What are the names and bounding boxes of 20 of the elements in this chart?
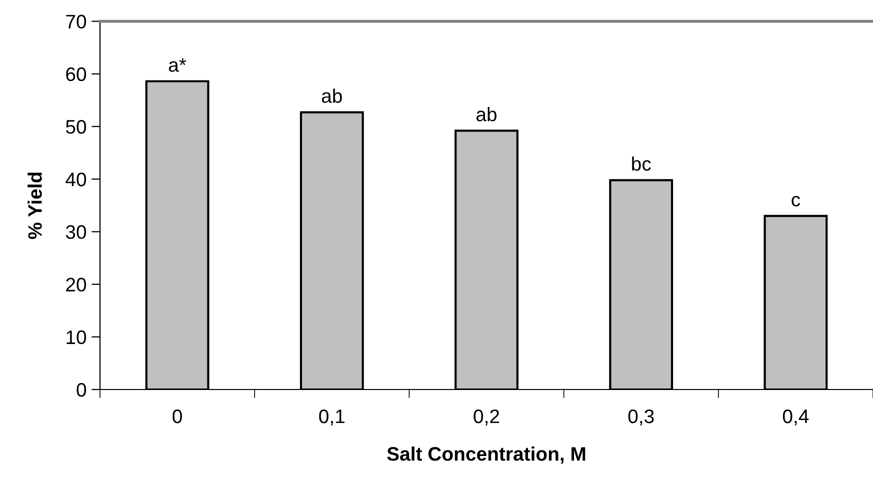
y-tick-label: 60 xyxy=(66,67,86,82)
y-tick-label: 0 xyxy=(76,382,86,397)
x-tick-label: 0,3 xyxy=(628,409,654,426)
y-tick-label: 30 xyxy=(66,225,86,239)
x-tick-label: 0,4 xyxy=(782,409,809,426)
annotation: a* xyxy=(168,58,186,72)
y-tick-label: 40 xyxy=(66,172,86,186)
annotation: ab xyxy=(322,88,342,103)
y-tick-label: 10 xyxy=(66,330,86,344)
annotation: c xyxy=(792,196,800,207)
annotation: ab xyxy=(476,107,496,122)
y-axis-title: % Yield xyxy=(28,172,42,239)
y-tick-label: 70 xyxy=(66,14,86,29)
x-tick-label: 0,1 xyxy=(319,409,344,426)
y-tick-label: 50 xyxy=(66,120,86,134)
y-tick-label: 20 xyxy=(66,278,86,292)
x-tick-label: 0 xyxy=(172,409,182,424)
annotation: bc xyxy=(632,156,651,171)
x-axis-title: Salt Concentration, M xyxy=(387,446,586,464)
x-tick-label: 0,2 xyxy=(474,409,500,426)
